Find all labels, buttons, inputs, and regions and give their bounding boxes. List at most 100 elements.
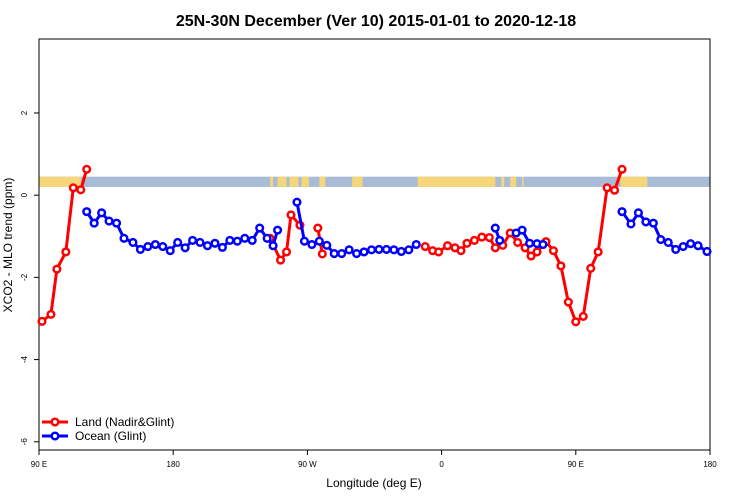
- data-point: [150, 239, 160, 250]
- data-point: [571, 317, 581, 327]
- data-point: [477, 232, 487, 242]
- x-tick-label: 0: [439, 460, 444, 469]
- y-tick-label: -4: [20, 355, 29, 363]
- data-point: [381, 244, 391, 254]
- legend-marker: [50, 417, 60, 427]
- x-tick-label: 90 W: [298, 460, 317, 469]
- y-tick-label: 0: [20, 192, 29, 197]
- data-point: [411, 239, 421, 250]
- data-point: [188, 235, 198, 245]
- data-point: [313, 223, 323, 233]
- data-point: [240, 233, 250, 243]
- land-strip-span: [510, 176, 517, 187]
- land-strip-span: [270, 176, 274, 187]
- data-point: [202, 241, 213, 251]
- data-point: [329, 248, 339, 259]
- land-strip-span: [289, 176, 299, 187]
- data-point: [104, 216, 114, 226]
- data-point: [593, 247, 603, 257]
- data-point: [374, 244, 384, 254]
- data-point: [352, 248, 362, 259]
- land-strip-span: [277, 176, 287, 187]
- data-point: [61, 247, 71, 257]
- land-strip-span: [620, 176, 648, 187]
- data-point: [232, 236, 242, 246]
- data-point: [180, 243, 190, 253]
- data-point: [268, 241, 278, 251]
- data-point: [111, 218, 122, 228]
- data-point: [586, 263, 596, 273]
- y-tick-label: -6: [20, 438, 29, 446]
- data-point: [556, 261, 566, 271]
- data-point: [404, 245, 414, 255]
- legend-label: Land (Nadir&Glint): [75, 415, 174, 429]
- land-strip-span: [352, 176, 363, 187]
- data-point: [299, 236, 309, 246]
- series-ocean: [82, 197, 712, 259]
- ocean-strip: [39, 176, 710, 187]
- data-point: [641, 217, 651, 227]
- land-strip-span: [522, 176, 524, 187]
- land-ocean-strip: [39, 176, 710, 187]
- y-tick-label: 2: [20, 110, 29, 115]
- data-point: [456, 246, 466, 256]
- plot-frame: [38, 38, 711, 451]
- data-point: [656, 235, 666, 245]
- data-point: [525, 238, 535, 248]
- data-point: [97, 208, 107, 218]
- data-point: [195, 237, 205, 247]
- data-point: [52, 264, 62, 274]
- data-point: [128, 237, 138, 247]
- x-tick-label: 90 E: [31, 460, 47, 469]
- data-point: [633, 208, 643, 218]
- data-point: [526, 251, 536, 261]
- data-point: [389, 245, 399, 255]
- data-point: [462, 238, 472, 248]
- data-point: [617, 207, 627, 217]
- x-axis: 90 E 180 90 W 0 90 E 180: [31, 450, 717, 469]
- data-point: [443, 241, 453, 251]
- data-point: [217, 242, 227, 252]
- y-tick-label: -2: [20, 273, 29, 281]
- data-point: [538, 239, 548, 250]
- data-point: [281, 247, 292, 257]
- x-tick-label: 180: [167, 460, 181, 469]
- y-axis-label: XCO2 - MLO trend (ppm): [1, 178, 15, 313]
- data-point: [173, 237, 183, 247]
- data-point: [37, 316, 47, 326]
- data-point: [469, 235, 479, 245]
- legend-marker: [50, 431, 60, 441]
- data-point: [119, 233, 129, 243]
- data-point: [210, 238, 220, 248]
- data-point: [548, 246, 558, 256]
- land-strip-span: [39, 176, 81, 187]
- data-point: [89, 218, 99, 228]
- data-point: [693, 241, 703, 251]
- data-point: [420, 242, 430, 252]
- data-point: [82, 207, 92, 217]
- land-strip-span: [301, 176, 309, 187]
- data-point: [135, 244, 145, 254]
- data-point: [276, 255, 286, 265]
- land-strip-span: [319, 176, 326, 187]
- data-point: [225, 235, 235, 245]
- data-point: [671, 244, 681, 254]
- legend-label: Ocean (Glint): [75, 429, 146, 443]
- data-point: [686, 239, 696, 249]
- data-point: [513, 237, 523, 247]
- data-point: [255, 223, 265, 233]
- data-point: [165, 246, 175, 256]
- data-point: [702, 246, 712, 257]
- data-point: [617, 164, 627, 174]
- data-point: [307, 239, 317, 250]
- data-point: [396, 246, 406, 257]
- data-point: [490, 243, 500, 253]
- land-strip-span: [417, 176, 496, 187]
- legend: Land (Nadir&Glint)Ocean (Glint): [42, 415, 174, 443]
- data-point: [337, 248, 347, 259]
- data-point: [76, 185, 86, 195]
- data-point: [292, 197, 302, 207]
- series-land: [37, 164, 627, 327]
- data-point: [158, 242, 168, 252]
